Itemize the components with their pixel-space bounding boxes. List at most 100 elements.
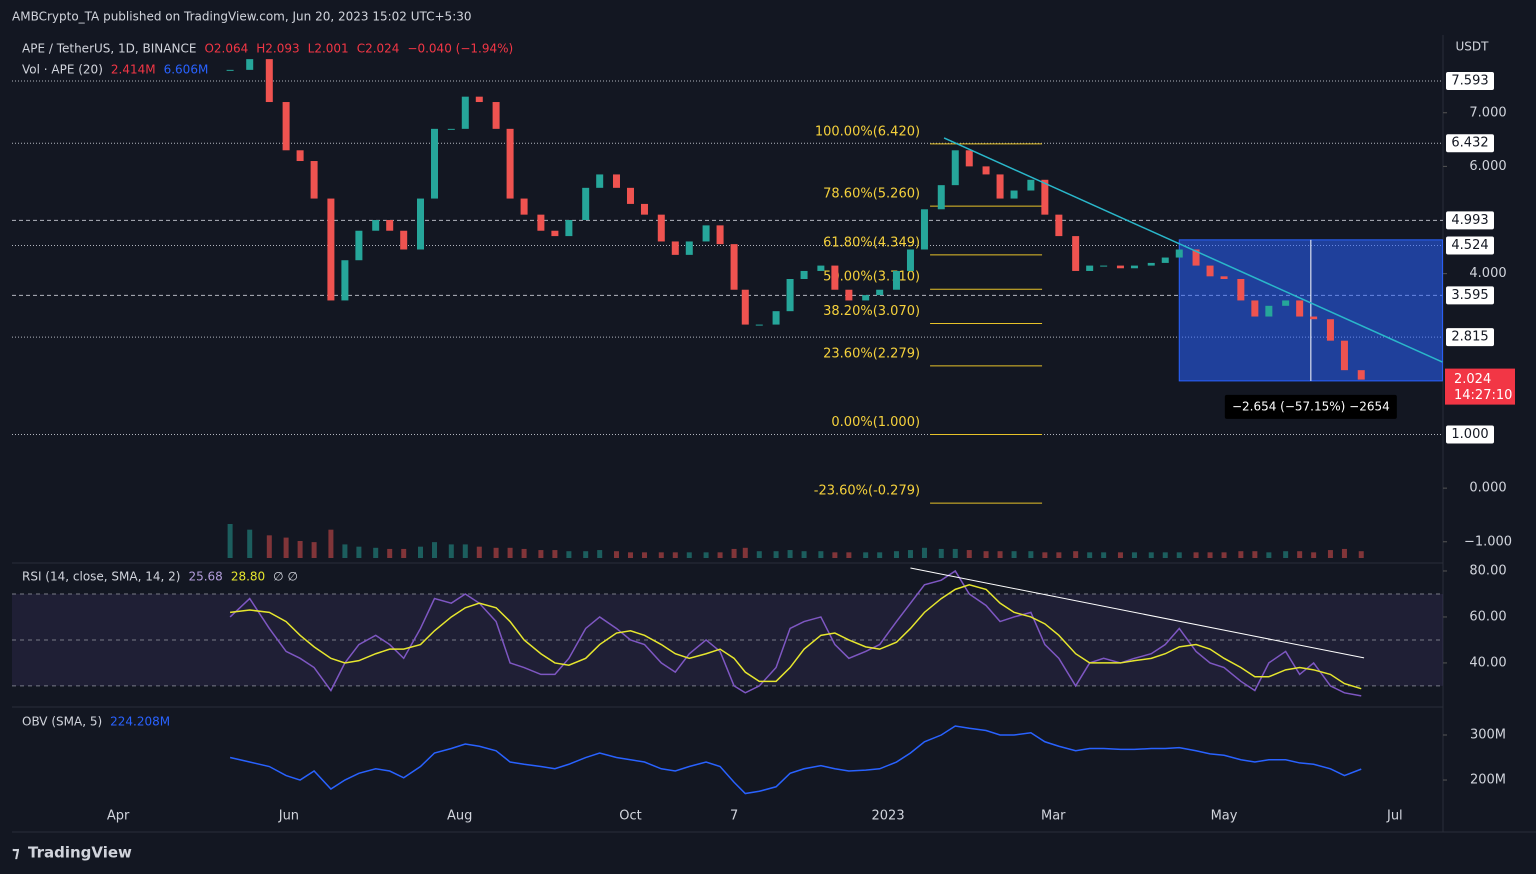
candle <box>755 324 763 326</box>
candle <box>892 270 900 290</box>
volume-bar <box>756 551 762 558</box>
volume-bar <box>703 552 709 558</box>
volume-bar <box>952 548 958 558</box>
measure-label-bg <box>1224 394 1397 419</box>
fib-label: -23.60%(-0.279) <box>814 484 920 499</box>
volume-bar <box>431 542 437 558</box>
candle <box>265 59 273 103</box>
volume-bar <box>641 552 647 558</box>
candle <box>537 214 545 231</box>
candle <box>862 295 870 301</box>
candle <box>982 166 990 175</box>
volume-bar <box>787 550 793 558</box>
candle <box>565 220 573 237</box>
volume-bar <box>1311 552 1317 558</box>
candle <box>246 59 254 70</box>
candle <box>1296 300 1304 317</box>
legend-item: 224.208M <box>110 715 170 729</box>
volume-bar <box>1101 552 1107 558</box>
volume-bar <box>1087 552 1093 558</box>
fib-label: 61.80%(4.349) <box>823 235 920 250</box>
volume-bar <box>507 547 513 558</box>
candle <box>1326 319 1334 341</box>
candle <box>506 128 514 199</box>
volume-bar <box>1207 552 1213 558</box>
volume-bar <box>448 544 454 558</box>
last-price-badge <box>1445 368 1515 405</box>
candle <box>416 198 424 250</box>
x-tick-label: May <box>1211 809 1238 824</box>
volume-bar <box>863 552 869 558</box>
fib-label: 23.60%(2.279) <box>823 346 920 361</box>
volume-bar <box>552 550 558 558</box>
candle <box>716 225 724 245</box>
y-tick-label: 7.000 <box>1469 105 1506 120</box>
candle <box>386 220 394 231</box>
volume-bar <box>1238 551 1244 558</box>
volume-bar <box>1341 548 1347 558</box>
volume-bar <box>521 548 527 558</box>
candle <box>596 174 604 188</box>
legend-item: ∅ ∅ <box>273 570 298 584</box>
y-tick-label: 40.00 <box>1469 655 1506 670</box>
volume-bar <box>462 544 468 558</box>
volume-bar <box>818 551 824 558</box>
volume-bar <box>266 535 272 558</box>
volume-bar <box>1327 550 1333 558</box>
volume-bar <box>566 551 572 558</box>
volume-bar <box>731 548 737 558</box>
candle <box>1357 370 1365 380</box>
x-tick-label: Jun <box>278 809 299 824</box>
volume-bar <box>1028 551 1034 558</box>
volume-bar <box>966 550 972 558</box>
candle <box>1086 265 1094 271</box>
candle <box>1100 265 1108 267</box>
y-tick-label: 4.000 <box>1469 266 1506 281</box>
candle <box>520 198 528 215</box>
y-tick-label: 6.000 <box>1469 159 1506 174</box>
candle <box>800 270 808 279</box>
candle <box>640 203 648 215</box>
legend-item: APE / TetherUS, 1D, BINANCE <box>22 42 196 56</box>
volume-bar <box>921 547 927 558</box>
level-label: 6.432 <box>1451 136 1488 151</box>
y-tick-label: 80.00 <box>1469 563 1506 578</box>
volume-bar <box>387 548 393 558</box>
y-tick-label: 0.000 <box>1469 481 1506 496</box>
volume-bar <box>1056 552 1062 558</box>
fib-label: 100.00%(6.420) <box>815 124 920 139</box>
candle <box>626 187 634 204</box>
volume-bar <box>877 552 883 558</box>
candle <box>1055 214 1063 237</box>
x-tick-label: Oct <box>619 809 641 824</box>
volume-bar <box>846 552 852 558</box>
candle <box>1161 257 1169 263</box>
candle <box>996 174 1004 199</box>
candle <box>1041 179 1049 215</box>
volume-bar <box>1162 552 1168 558</box>
candle <box>1072 236 1080 271</box>
volume-bar <box>627 552 633 558</box>
volume-bar <box>583 551 589 558</box>
volume-bar <box>1297 551 1303 558</box>
volume-bar <box>1221 552 1227 558</box>
indicator-line <box>229 725 1362 795</box>
candle <box>685 241 693 255</box>
volume-bar <box>1252 551 1258 558</box>
volume-bar <box>997 551 1003 558</box>
y-tick-label: 60.00 <box>1469 609 1506 624</box>
candle <box>920 209 928 250</box>
candle <box>296 150 304 162</box>
volume-bar <box>401 548 407 558</box>
legend-item: Vol · APE (20) <box>22 63 103 77</box>
volume-bar <box>1073 551 1079 558</box>
candle <box>702 225 710 242</box>
volume-bar <box>893 551 899 558</box>
footer-logo: ⁊ <box>12 844 20 862</box>
volume-bar <box>742 547 748 558</box>
candle <box>282 102 290 151</box>
legend-item: H2.093 <box>256 42 299 56</box>
volume-bar <box>538 550 544 558</box>
volume-bar <box>297 541 303 558</box>
y-tick-label: 200M <box>1470 773 1506 788</box>
